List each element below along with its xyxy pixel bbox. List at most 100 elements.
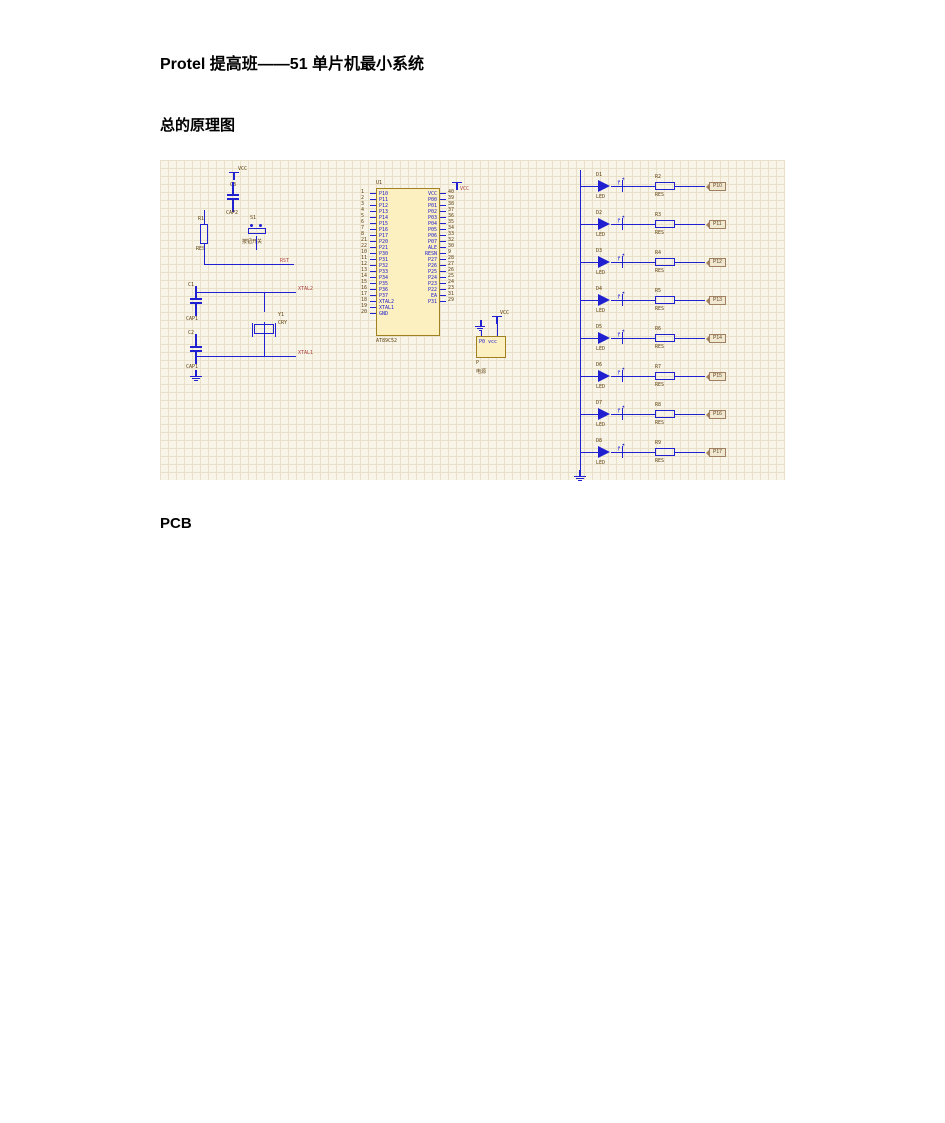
- wire: [675, 224, 705, 225]
- document-page: Protel 提高班——51 单片机最小系统 总的原理图 VCC C3 CAP2…: [0, 0, 945, 532]
- led-ref: D8: [596, 438, 602, 444]
- res-label: RES: [655, 382, 664, 388]
- pin-stub: [370, 241, 376, 242]
- schematic-canvas: VCC C3 CAP2 R1 RES S1 按钮开关 RST C1 CAP1 C…: [160, 160, 785, 480]
- section-pcb-title: PCB: [160, 515, 785, 532]
- document-title: Protel 提高班——51 单片机最小系统: [160, 50, 785, 74]
- res-label: RES: [655, 344, 664, 350]
- wire: [611, 262, 655, 263]
- wire: [580, 338, 598, 339]
- c3-type: CAP2: [226, 210, 238, 216]
- res-label: RES: [655, 458, 664, 464]
- wire: [611, 300, 655, 301]
- resistor: [655, 372, 675, 380]
- led-label: LED: [596, 460, 605, 466]
- vcc-label: VCC: [500, 310, 509, 316]
- wire: [611, 224, 655, 225]
- led-label: LED: [596, 422, 605, 428]
- pin-stub: [370, 253, 376, 254]
- led-diode: ↗↗: [598, 180, 610, 192]
- pin-stub: [440, 217, 446, 218]
- led-label: LED: [596, 232, 605, 238]
- wire: [256, 236, 257, 250]
- led-label: LED: [596, 384, 605, 390]
- led-label: LED: [596, 346, 605, 352]
- res-ref: R7: [655, 364, 661, 370]
- led-label: LED: [596, 194, 605, 200]
- pin-stub: [370, 289, 376, 290]
- c1-type: CAP1: [186, 316, 198, 322]
- vcc-net: VCC: [460, 186, 469, 192]
- wire: [580, 170, 581, 470]
- pin-stub: [440, 301, 446, 302]
- res-label: RES: [655, 192, 664, 198]
- pin-stub: [370, 283, 376, 284]
- led-diode: ↗↗: [598, 218, 610, 230]
- mcu-chip: P10P11P12P13P14P15P16P17P20P21P30P31P32P…: [376, 188, 440, 336]
- pin-stub: [370, 271, 376, 272]
- button-s1: [248, 224, 264, 236]
- net-port: P17: [709, 448, 726, 457]
- net-port: P11: [709, 220, 726, 229]
- c1-ref: C1: [188, 282, 194, 288]
- pin-stub: [370, 235, 376, 236]
- wire: [204, 264, 294, 265]
- resistor: [655, 258, 675, 266]
- led-label: LED: [596, 270, 605, 276]
- res-ref: R9: [655, 440, 661, 446]
- wire: [204, 244, 205, 264]
- wire: [611, 338, 655, 339]
- resistor-r1: [200, 224, 208, 244]
- u1-part: AT89C52: [376, 338, 397, 344]
- c2-ref: C2: [188, 330, 194, 336]
- wire: [675, 452, 705, 453]
- capacitor-c1: [190, 292, 202, 310]
- pin-stub: [370, 223, 376, 224]
- led-diode: ↗↗: [598, 256, 610, 268]
- wire: [580, 452, 598, 453]
- led-diode: ↗↗: [598, 332, 610, 344]
- led-ref: D3: [596, 248, 602, 254]
- section-schematic-title: 总的原理图: [160, 114, 785, 135]
- pin-stub: [440, 271, 446, 272]
- pin-stub: [370, 265, 376, 266]
- res-label: RES: [655, 268, 664, 274]
- pin-stub: [440, 253, 446, 254]
- vcc-label: VCC: [238, 166, 247, 172]
- pin-stub: [370, 205, 376, 206]
- resistor: [655, 182, 675, 190]
- wire: [580, 414, 598, 415]
- pin-stub: [370, 277, 376, 278]
- pin-stub: [440, 259, 446, 260]
- wire: [196, 292, 296, 293]
- xtal1-net: XTAL1: [298, 350, 313, 356]
- pin-stub: [440, 205, 446, 206]
- net-port: P10: [709, 182, 726, 191]
- wire: [580, 224, 598, 225]
- pin-stub: [440, 289, 446, 290]
- net-port: P12: [709, 258, 726, 267]
- wire: [675, 338, 705, 339]
- pin-stub: [370, 217, 376, 218]
- net-port: P14: [709, 334, 726, 343]
- wire: [611, 186, 655, 187]
- resistor: [655, 296, 675, 304]
- s1-label: 按钮开关: [242, 238, 262, 245]
- res-ref: R5: [655, 288, 661, 294]
- y1-ref: Y1: [278, 312, 284, 318]
- net-port: P15: [709, 372, 726, 381]
- pin-stub: [440, 199, 446, 200]
- res-ref: R6: [655, 326, 661, 332]
- pin-stub: [440, 247, 446, 248]
- wire: [611, 376, 655, 377]
- wire: [481, 330, 482, 336]
- y1-label: CRY: [278, 320, 287, 326]
- wire: [675, 376, 705, 377]
- led-ref: D7: [596, 400, 602, 406]
- wire: [675, 186, 705, 187]
- wire: [580, 300, 598, 301]
- capacitor-c3: [227, 188, 239, 206]
- pin-stub: [440, 295, 446, 296]
- led-diode: ↗↗: [598, 370, 610, 382]
- pin-stub: [370, 313, 376, 314]
